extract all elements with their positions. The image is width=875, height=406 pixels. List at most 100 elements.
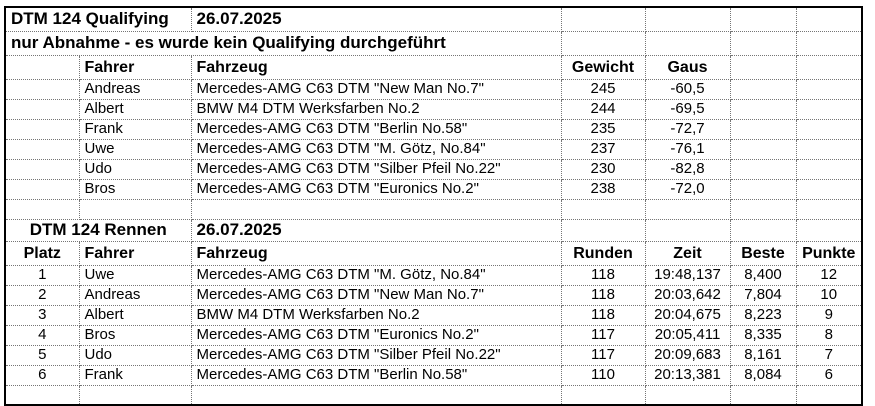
cell-runden[interactable]: 118 bbox=[560, 305, 646, 326]
empty-cell[interactable] bbox=[729, 199, 797, 220]
empty-cell[interactable] bbox=[729, 179, 797, 200]
cell-gaus[interactable]: -60,5 bbox=[644, 79, 731, 100]
cell-platz[interactable]: 6 bbox=[4, 365, 80, 386]
race-date[interactable]: 26.07.2025 bbox=[190, 219, 562, 242]
cell-fahrer[interactable]: Bros bbox=[78, 179, 192, 200]
cell-platz[interactable]: 2 bbox=[4, 285, 80, 306]
cell-zeit[interactable]: 19:48,137 bbox=[644, 265, 731, 286]
cell-fahrer[interactable]: Albert bbox=[78, 99, 192, 120]
cell-punkte[interactable]: 9 bbox=[795, 305, 863, 326]
empty-cell[interactable] bbox=[190, 385, 562, 406]
cell-gewicht[interactable]: 230 bbox=[560, 159, 646, 180]
cell-beste[interactable]: 7,804 bbox=[729, 285, 797, 306]
cell-punkte[interactable]: 10 bbox=[795, 285, 863, 306]
empty-cell[interactable] bbox=[729, 219, 797, 242]
cell-fahrer[interactable]: Uwe bbox=[78, 139, 192, 160]
cell-runden[interactable]: 118 bbox=[560, 285, 646, 306]
empty-cell[interactable] bbox=[4, 179, 80, 200]
empty-cell[interactable] bbox=[795, 385, 863, 406]
cell-beste[interactable]: 8,161 bbox=[729, 345, 797, 366]
empty-cell[interactable] bbox=[795, 219, 863, 242]
empty-cell[interactable] bbox=[560, 385, 646, 406]
race-header-fahrer[interactable]: Fahrer bbox=[78, 241, 192, 266]
cell-fahrzeug[interactable]: BMW M4 DTM Werksfarben No.2 bbox=[190, 99, 562, 120]
empty-cell[interactable] bbox=[190, 199, 562, 220]
cell-gewicht[interactable]: 237 bbox=[560, 139, 646, 160]
cell-gewicht[interactable]: 238 bbox=[560, 179, 646, 200]
cell-fahrer[interactable]: Bros bbox=[78, 325, 192, 346]
cell-fahrer[interactable]: Andreas bbox=[78, 285, 192, 306]
cell-fahrzeug[interactable]: Mercedes-AMG C63 DTM "Euronics No.2" bbox=[190, 179, 562, 200]
cell-runden[interactable]: 117 bbox=[560, 345, 646, 366]
cell-fahrzeug[interactable]: Mercedes-AMG C63 DTM "Berlin No.58" bbox=[190, 119, 562, 140]
cell-fahrer[interactable]: Udo bbox=[78, 159, 192, 180]
empty-cell[interactable] bbox=[4, 385, 80, 406]
empty-cell[interactable] bbox=[78, 385, 192, 406]
empty-cell[interactable] bbox=[729, 99, 797, 120]
cell-gaus[interactable]: -76,1 bbox=[644, 139, 731, 160]
cell-punkte[interactable]: 8 bbox=[795, 325, 863, 346]
empty-cell[interactable] bbox=[729, 6, 797, 32]
cell-platz[interactable]: 4 bbox=[4, 325, 80, 346]
empty-cell[interactable] bbox=[4, 99, 80, 120]
empty-cell[interactable] bbox=[729, 55, 797, 80]
qualifying-title[interactable]: DTM 124 Qualifying bbox=[4, 6, 192, 32]
qualifying-header-gewicht[interactable]: Gewicht bbox=[560, 55, 646, 80]
empty-cell[interactable] bbox=[644, 385, 731, 406]
empty-cell[interactable] bbox=[729, 385, 797, 406]
cell-beste[interactable]: 8,335 bbox=[729, 325, 797, 346]
cell-fahrzeug[interactable]: Mercedes-AMG C63 DTM "Silber Pfeil No.22… bbox=[190, 159, 562, 180]
cell-zeit[interactable]: 20:04,675 bbox=[644, 305, 731, 326]
cell-beste[interactable]: 8,400 bbox=[729, 265, 797, 286]
cell-fahrzeug[interactable]: BMW M4 DTM Werksfarben No.2 bbox=[190, 305, 562, 326]
cell-fahrzeug[interactable]: Mercedes-AMG C63 DTM "New Man No.7" bbox=[190, 79, 562, 100]
empty-cell[interactable] bbox=[644, 6, 731, 32]
cell-gaus[interactable]: -72,7 bbox=[644, 119, 731, 140]
empty-cell[interactable] bbox=[729, 159, 797, 180]
cell-fahrzeug[interactable]: Mercedes-AMG C63 DTM "M. Götz, No.84" bbox=[190, 265, 562, 286]
cell-fahrzeug[interactable]: Mercedes-AMG C63 DTM "Euronics No.2" bbox=[190, 325, 562, 346]
qualifying-header-fahrer[interactable]: Fahrer bbox=[78, 55, 192, 80]
cell-fahrer[interactable]: Albert bbox=[78, 305, 192, 326]
cell-fahrer[interactable]: Uwe bbox=[78, 265, 192, 286]
empty-cell[interactable] bbox=[560, 199, 646, 220]
cell-fahrzeug[interactable]: Mercedes-AMG C63 DTM "M. Götz, No.84" bbox=[190, 139, 562, 160]
empty-cell[interactable] bbox=[729, 31, 797, 56]
empty-cell[interactable] bbox=[795, 79, 863, 100]
empty-cell[interactable] bbox=[4, 55, 80, 80]
empty-cell[interactable] bbox=[795, 179, 863, 200]
race-header-fahrzeug[interactable]: Fahrzeug bbox=[190, 241, 562, 266]
empty-cell[interactable] bbox=[729, 139, 797, 160]
cell-zeit[interactable]: 20:09,683 bbox=[644, 345, 731, 366]
empty-cell[interactable] bbox=[4, 159, 80, 180]
empty-cell[interactable] bbox=[78, 199, 192, 220]
qualifying-header-gaus[interactable]: Gaus bbox=[644, 55, 731, 80]
cell-beste[interactable]: 8,084 bbox=[729, 365, 797, 386]
cell-gaus[interactable]: -72,0 bbox=[644, 179, 731, 200]
empty-cell[interactable] bbox=[4, 139, 80, 160]
cell-punkte[interactable]: 7 bbox=[795, 345, 863, 366]
empty-cell[interactable] bbox=[795, 199, 863, 220]
cell-fahrer[interactable]: Andreas bbox=[78, 79, 192, 100]
cell-fahrer[interactable]: Frank bbox=[78, 119, 192, 140]
empty-cell[interactable] bbox=[729, 79, 797, 100]
empty-cell[interactable] bbox=[644, 219, 731, 242]
empty-cell[interactable] bbox=[560, 6, 646, 32]
cell-runden[interactable]: 110 bbox=[560, 365, 646, 386]
qualifying-note[interactable]: nur Abnahme - es wurde kein Qualifying d… bbox=[4, 31, 562, 56]
race-header-punkte[interactable]: Punkte bbox=[795, 241, 863, 266]
cell-fahrzeug[interactable]: Mercedes-AMG C63 DTM "Silber Pfeil No.22… bbox=[190, 345, 562, 366]
cell-punkte[interactable]: 6 bbox=[795, 365, 863, 386]
cell-gaus[interactable]: -82,8 bbox=[644, 159, 731, 180]
cell-punkte[interactable]: 12 bbox=[795, 265, 863, 286]
empty-cell[interactable] bbox=[644, 199, 731, 220]
empty-cell[interactable] bbox=[795, 159, 863, 180]
cell-gewicht[interactable]: 235 bbox=[560, 119, 646, 140]
cell-platz[interactable]: 5 bbox=[4, 345, 80, 366]
empty-cell[interactable] bbox=[795, 6, 863, 32]
race-header-platz[interactable]: Platz bbox=[4, 241, 80, 266]
empty-cell[interactable] bbox=[644, 31, 731, 56]
cell-platz[interactable]: 3 bbox=[4, 305, 80, 326]
cell-beste[interactable]: 8,223 bbox=[729, 305, 797, 326]
race-header-zeit[interactable]: Zeit bbox=[644, 241, 731, 266]
